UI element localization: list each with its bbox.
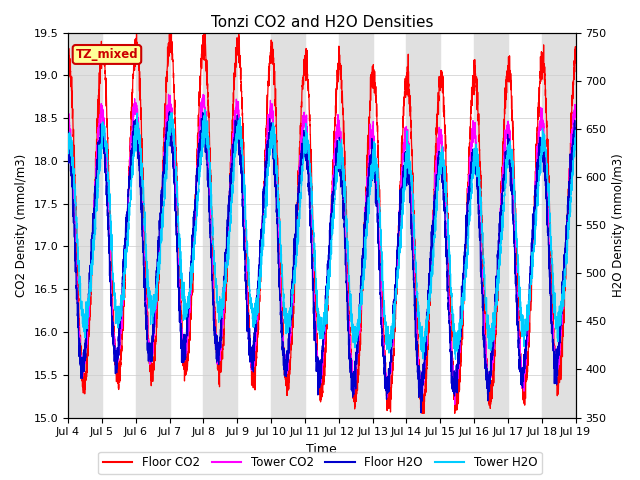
Bar [68,33,102,418]
Bar [136,33,170,418]
X-axis label: Time: Time [307,443,337,456]
Bar [204,33,237,418]
Bar [271,33,305,418]
Y-axis label: H2O Density (mmol/m3): H2O Density (mmol/m3) [612,153,625,297]
Bar [406,33,440,418]
Legend: Floor CO2, Tower CO2, Floor H2O, Tower H2O: Floor CO2, Tower CO2, Floor H2O, Tower H… [98,452,542,474]
Bar [474,33,508,418]
Text: TZ_mixed: TZ_mixed [76,48,138,61]
Bar [339,33,372,418]
Title: Tonzi CO2 and H2O Densities: Tonzi CO2 and H2O Densities [211,15,433,30]
Y-axis label: CO2 Density (mmol/m3): CO2 Density (mmol/m3) [15,154,28,297]
Bar [541,33,575,418]
